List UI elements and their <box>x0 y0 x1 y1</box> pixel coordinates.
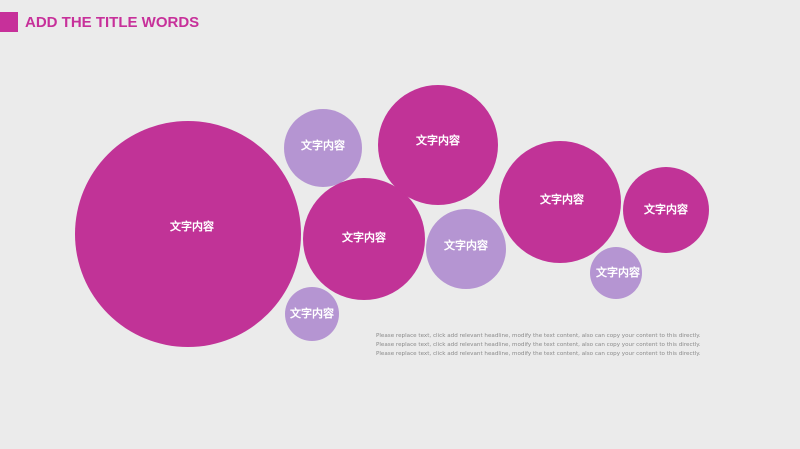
bubble <box>499 141 621 263</box>
bubble <box>75 121 301 347</box>
bubbles <box>75 85 709 347</box>
bubble-label: 文字内容 <box>301 138 345 152</box>
bubble-label: 文字内容 <box>644 202 688 216</box>
bubble-label: 文字内容 <box>444 238 488 252</box>
bubble <box>590 247 642 299</box>
bubble <box>378 85 498 205</box>
bubble <box>284 109 362 187</box>
bubble-label: 文字内容 <box>596 265 640 279</box>
bubble-label: 文字内容 <box>342 230 386 244</box>
bubble <box>426 209 506 289</box>
bubble-label: 文字内容 <box>416 133 460 147</box>
body-text: Please replace text, click add relevant … <box>376 351 701 357</box>
bubble <box>303 178 425 300</box>
bubble <box>285 287 339 341</box>
body-text: Please replace text, click add relevant … <box>376 333 701 339</box>
bubble-label: 文字内容 <box>170 219 214 233</box>
bubble-label: 文字内容 <box>540 192 584 206</box>
bubble-label: 文字内容 <box>290 306 334 320</box>
slide-title: ADD THE TITLE WORDS <box>25 14 199 31</box>
body-text: Please replace text, click add relevant … <box>376 342 701 348</box>
bubble <box>623 167 709 253</box>
title-marker <box>0 12 18 32</box>
